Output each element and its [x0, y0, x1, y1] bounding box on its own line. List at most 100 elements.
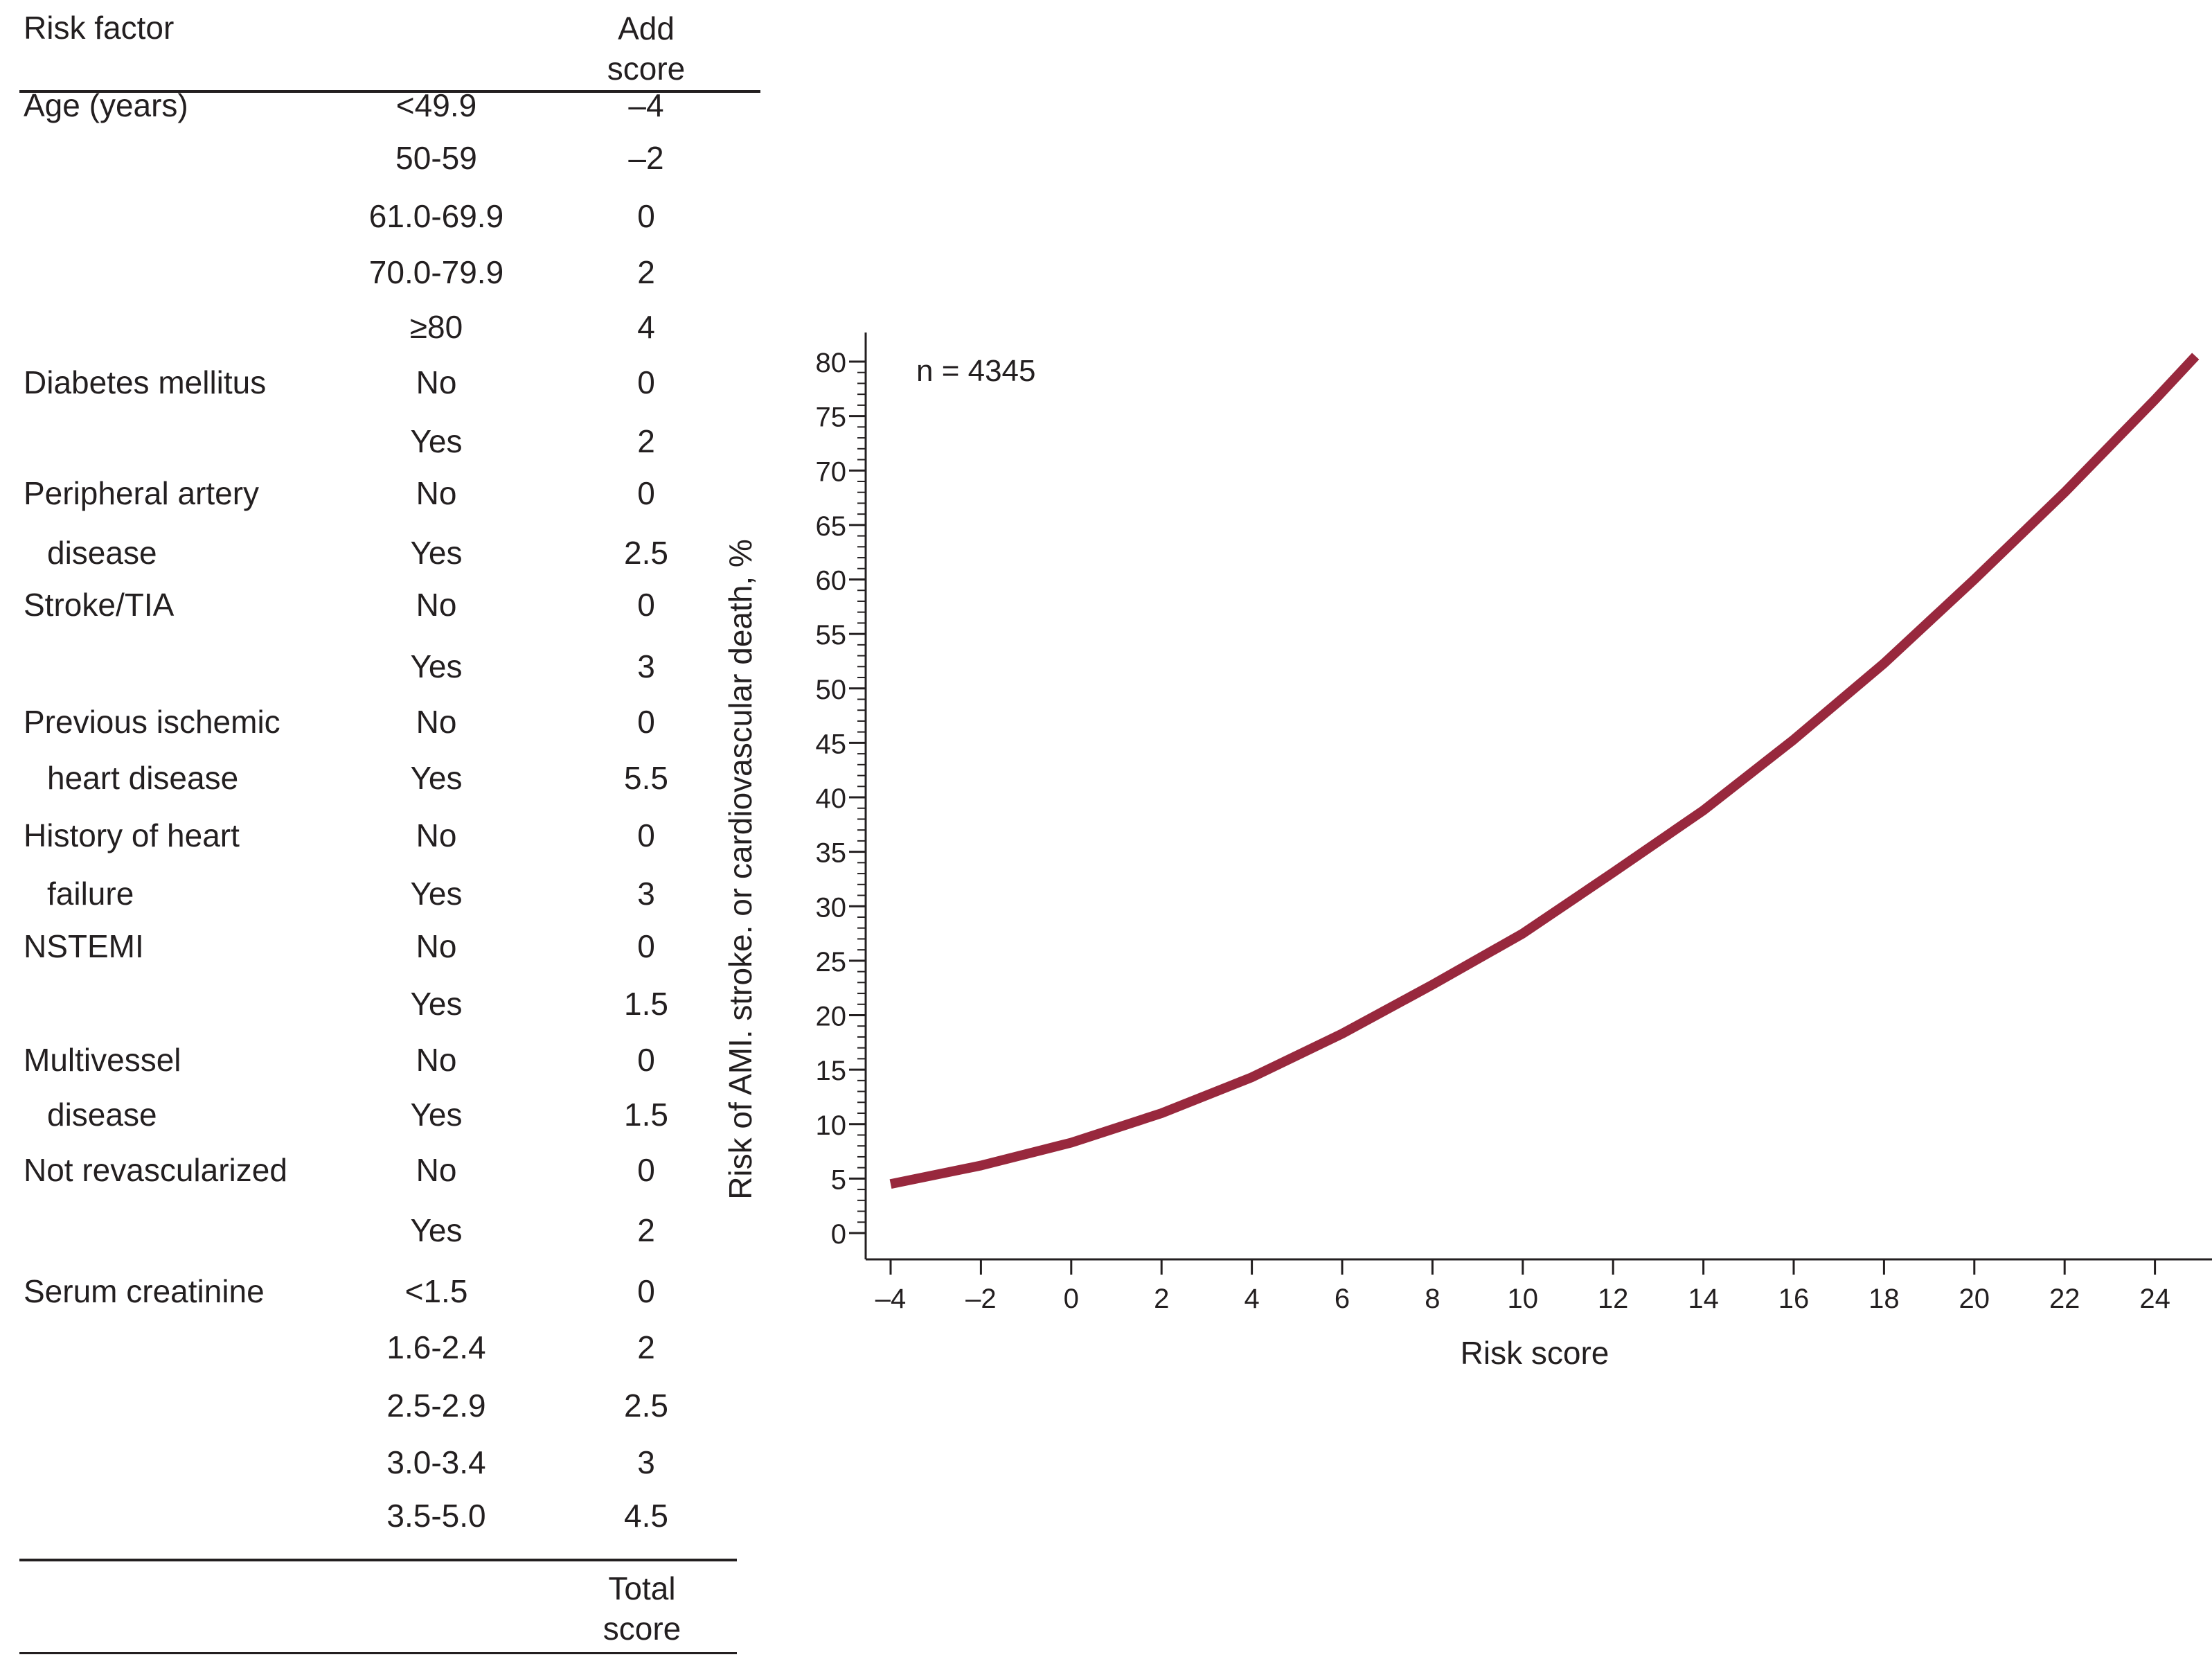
add-score-value: –4: [628, 87, 664, 123]
risk-level-label: No: [416, 1152, 457, 1188]
y-tick-label: 20: [816, 1002, 847, 1032]
add-score-value: 0: [637, 587, 655, 623]
y-tick-label: 80: [816, 348, 847, 378]
risk-level-label: No: [416, 475, 457, 511]
header-add-score: Add score: [570, 8, 722, 89]
y-axis-title: Risk of AMI. stroke. or cardiovascular d…: [722, 539, 758, 1200]
x-tick-label: –2: [965, 1284, 997, 1314]
risk-level-label: Yes: [410, 986, 463, 1022]
add-score-value: 1.5: [624, 986, 668, 1022]
x-tick-label: 2: [1154, 1284, 1169, 1314]
y-tick-label: 45: [816, 729, 847, 759]
add-score-value: 4.5: [624, 1498, 668, 1534]
risk-factor-label: disease: [47, 535, 157, 571]
risk-level-label: No: [416, 817, 457, 853]
add-score-value: 0: [637, 704, 655, 740]
footer-total-score: Total score: [566, 1568, 718, 1649]
x-tick-label: –4: [875, 1284, 907, 1314]
add-score-value: 0: [637, 1042, 655, 1078]
risk-level-label: No: [416, 1042, 457, 1078]
add-score-value: 0: [637, 1273, 655, 1309]
y-tick-label: 5: [831, 1164, 846, 1195]
risk-factor-label: heart disease: [47, 760, 239, 796]
header-add-score-line1: Add: [618, 10, 675, 46]
x-tick-label: 20: [1959, 1284, 1990, 1314]
add-score-value: 2: [637, 1329, 655, 1365]
y-tick-label: 15: [816, 1056, 847, 1086]
risk-level-label: 3.5-5.0: [386, 1498, 486, 1534]
risk-factor-label: Stroke/TIA: [24, 587, 175, 623]
sample-size-annotation: n = 4345: [916, 354, 1036, 388]
add-score-value: 4: [637, 309, 655, 345]
y-tick-label: 75: [816, 402, 847, 433]
y-tick-label: 10: [816, 1110, 847, 1141]
risk-level-label: No: [416, 587, 457, 623]
risk-factor-label: Previous ischemic: [24, 704, 280, 740]
risk-factor-label: Not revascularized: [24, 1152, 287, 1188]
x-tick-label: 22: [2049, 1284, 2080, 1314]
add-score-value: 1.5: [624, 1097, 668, 1133]
risk-level-label: 3.0-3.4: [386, 1444, 486, 1480]
add-score-value: 0: [637, 928, 655, 964]
risk-level-label: 70.0-79.9: [368, 254, 504, 290]
add-score-value: 5.5: [624, 760, 668, 796]
risk-level-label: 50-59: [395, 140, 477, 176]
add-score-value: 2: [637, 1212, 655, 1248]
add-score-value: 0: [637, 817, 655, 853]
x-tick-label: 16: [1778, 1284, 1810, 1314]
table-bottom-rule: [19, 1559, 737, 1561]
y-tick-label: 25: [816, 947, 847, 977]
risk-factor-label: Age (years): [24, 87, 188, 123]
x-tick-label: 12: [1598, 1284, 1629, 1314]
add-score-value: 0: [637, 198, 655, 234]
y-tick-label: 30: [816, 892, 847, 923]
risk-curve-line: [889, 353, 2200, 1189]
x-tick-label: 18: [1868, 1284, 1900, 1314]
risk-factor-label: History of heart: [24, 817, 240, 853]
risk-factor-label: NSTEMI: [24, 928, 144, 964]
x-tick-label: 24: [2139, 1284, 2170, 1314]
risk-factor-label: Multivessel: [24, 1042, 181, 1078]
x-axis-title: Risk score: [1461, 1335, 1609, 1371]
add-score-value: 3: [637, 876, 655, 912]
add-score-value: 0: [637, 1152, 655, 1188]
header-add-score-line2: score: [607, 51, 686, 87]
risk-level-label: Yes: [410, 1212, 463, 1248]
risk-factor-label: disease: [47, 1097, 157, 1133]
risk-level-label: Yes: [410, 876, 463, 912]
y-tick-label: 55: [816, 620, 847, 650]
header-risk-factor: Risk factor: [24, 10, 175, 46]
add-score-value: –2: [628, 140, 664, 176]
risk-level-label: 61.0-69.9: [368, 198, 504, 234]
risk-level-label: No: [416, 928, 457, 964]
risk-level-label: 2.5-2.9: [386, 1388, 486, 1424]
footer-total-score-line2: score: [603, 1611, 681, 1647]
risk-level-label: Yes: [410, 760, 463, 796]
risk-level-label: 1.6-2.4: [386, 1329, 486, 1365]
y-tick-label: 35: [816, 838, 847, 869]
risk-level-label: No: [416, 364, 457, 400]
risk-level-label: Yes: [410, 1097, 463, 1133]
x-tick-label: 6: [1335, 1284, 1350, 1314]
add-score-value: 2: [637, 254, 655, 290]
risk-score-table: Risk factor Add score Age (years) <49.9 –4…: [0, 0, 769, 1657]
x-tick-label: 14: [1688, 1284, 1719, 1314]
y-tick-label: 60: [816, 566, 847, 596]
risk-level-label: <49.9: [395, 87, 477, 123]
add-score-value: 0: [637, 364, 655, 400]
risk-level-label: Yes: [410, 423, 463, 459]
risk-level-label: ≥80: [409, 309, 463, 345]
risk-level-label: <1.5: [404, 1273, 468, 1309]
add-score-value: 2: [637, 423, 655, 459]
add-score-value: 2.5: [624, 1388, 668, 1424]
plot-axes: [864, 333, 2212, 1261]
add-score-value: 3: [637, 1444, 655, 1480]
plot-series: [889, 353, 2200, 1189]
add-score-value: 2.5: [624, 535, 668, 571]
risk-level-label: Yes: [410, 535, 463, 571]
x-tick-label: 4: [1244, 1284, 1259, 1314]
risk-factor-label: Serum creatinine: [24, 1273, 265, 1309]
risk-factor-label: Diabetes mellitus: [24, 364, 267, 400]
